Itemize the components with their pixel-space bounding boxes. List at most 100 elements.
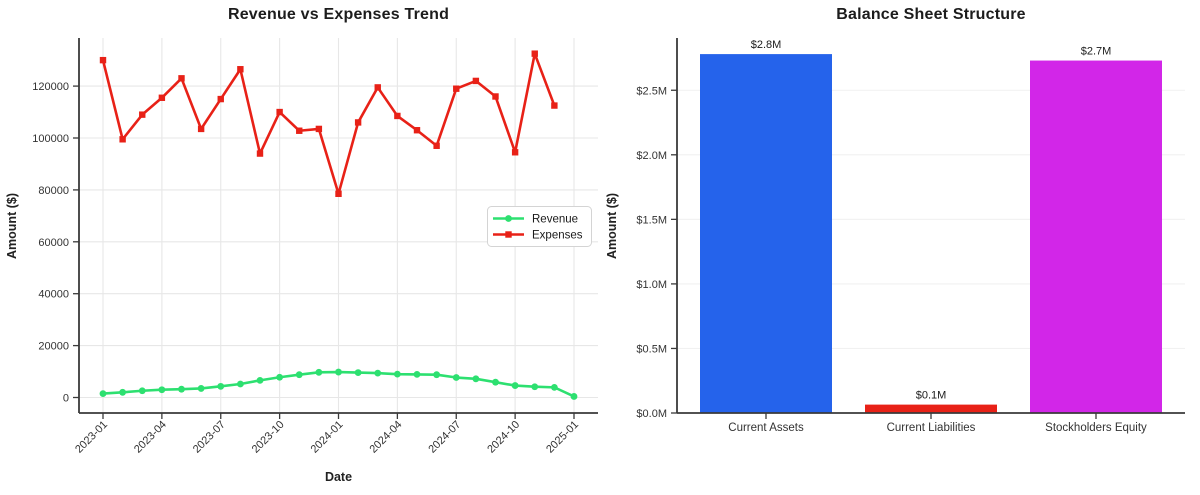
bars: $2.8M $0.1M $2.7M xyxy=(700,39,1162,414)
revenue-expenses-plot: 0 20000 40000 60000 80000 100000 120000 2023-01… xyxy=(32,38,598,456)
revenue-marker xyxy=(452,374,460,381)
legend-sample-marker xyxy=(505,231,512,238)
y-tick-label: $2.5M xyxy=(636,85,667,97)
x-tick-label: 2023-01 xyxy=(73,419,110,456)
x-axis-label-left: Date xyxy=(324,470,353,484)
legend-label: Expenses xyxy=(532,230,583,242)
y-tick-label: 80000 xyxy=(38,185,69,197)
x-tick-label: 2025-01 xyxy=(544,419,581,456)
chart-title-right: Balance Sheet Structure xyxy=(836,6,1026,23)
y-tick-label: 20000 xyxy=(38,341,69,353)
y-tick-label: 40000 xyxy=(38,289,69,301)
revenue-marker xyxy=(295,371,303,379)
bar-current-assets xyxy=(700,54,832,414)
expenses-marker xyxy=(315,125,323,133)
chart-title-left: Revenue vs Expenses Trend xyxy=(227,6,450,23)
revenue-marker xyxy=(335,368,342,376)
y-tick-label: $2.0M xyxy=(636,150,667,162)
revenue-marker xyxy=(511,382,519,389)
revenue-marker xyxy=(315,368,323,376)
expenses-marker xyxy=(531,50,538,57)
bar-current-liabilities xyxy=(865,404,997,413)
expenses-marker xyxy=(492,93,499,100)
bar-value-label: $2.8M xyxy=(751,39,782,51)
x-tick-label: 2024-07 xyxy=(426,419,463,456)
revenue-marker xyxy=(158,386,166,394)
expenses-marker xyxy=(217,95,224,103)
expenses-marker xyxy=(335,190,342,197)
expenses-marker xyxy=(453,85,460,92)
expenses-marker xyxy=(158,94,166,101)
category-label: Stockholders Equity xyxy=(1045,422,1147,434)
expenses-marker xyxy=(374,84,381,91)
y-tick-label: 100000 xyxy=(32,133,69,145)
y-tick-label: $1.0M xyxy=(636,279,667,291)
y-tick-label: $0.5M xyxy=(636,343,667,355)
expenses-marker xyxy=(256,150,264,157)
expenses-marker xyxy=(394,112,401,120)
revenue-series xyxy=(99,368,578,400)
revenue-marker xyxy=(393,370,401,378)
bar-value-label: $0.1M xyxy=(916,390,947,402)
revenue-marker xyxy=(570,393,578,400)
expenses-series xyxy=(99,50,558,197)
expenses-marker xyxy=(276,108,283,116)
revenue-marker xyxy=(433,371,441,379)
expenses-marker xyxy=(354,119,362,126)
expenses-marker xyxy=(296,127,303,134)
expenses-marker xyxy=(551,102,558,109)
revenue-expenses-chart: 0 20000 40000 60000 80000 100000 120000 2023-01… xyxy=(5,6,598,484)
y-tick-label: $0.0M xyxy=(636,408,667,420)
legend-sample-marker xyxy=(505,215,512,222)
x-tick-label: 2023-04 xyxy=(132,419,169,456)
bar-value-label: $2.7M xyxy=(1081,46,1112,58)
bar-stockholders-equity xyxy=(1030,60,1162,413)
expenses-marker xyxy=(433,142,440,149)
revenue-marker xyxy=(119,388,127,396)
revenue-marker xyxy=(99,390,107,398)
x-tick-label: 2023-10 xyxy=(250,419,287,456)
revenue-marker xyxy=(550,383,558,391)
legend-box xyxy=(487,206,592,247)
category-label: Current Assets xyxy=(728,422,804,434)
balance-sheet-chart: $2.8M $0.1M $2.7M $0.0M $0.5M $1.0M $1.5M $2.0M… xyxy=(600,0,1200,495)
legend-label: Revenue xyxy=(532,214,578,226)
y-axis-label-right: Amount ($) xyxy=(605,193,619,259)
revenue-marker xyxy=(256,376,264,384)
revenue-marker xyxy=(197,385,205,392)
revenue-marker xyxy=(492,378,499,386)
revenue-marker xyxy=(354,369,362,376)
revenue-marker xyxy=(472,375,480,383)
expenses-marker xyxy=(237,66,244,73)
revenue-marker xyxy=(138,387,146,395)
balance-sheet-plot: $2.8M $0.1M $2.7M $0.0M $0.5M $1.0M $1.5M $2.0M… xyxy=(636,38,1185,434)
expenses-marker xyxy=(99,56,107,64)
revenue-marker xyxy=(276,373,284,381)
revenue-marker xyxy=(374,369,382,377)
x-tick-label: 2024-01 xyxy=(309,419,346,456)
y-tick-label: 0 xyxy=(63,393,69,405)
x-tick-label: 2024-04 xyxy=(367,419,404,456)
expenses-marker xyxy=(472,77,480,85)
expenses-marker xyxy=(178,75,185,82)
expenses-marker xyxy=(119,136,126,143)
expenses-marker xyxy=(413,127,421,134)
expenses-marker xyxy=(197,125,205,133)
x-tick-label: 2024-10 xyxy=(485,419,522,456)
revenue-marker xyxy=(217,382,225,390)
revenue-marker xyxy=(531,383,539,391)
legend: Revenue Expenses xyxy=(487,206,592,247)
revenue-marker xyxy=(178,385,185,393)
x-tick-label: 2023-07 xyxy=(191,419,228,456)
expenses-marker xyxy=(511,149,519,156)
y-axis-label-left: Amount ($) xyxy=(5,193,19,259)
revenue-marker xyxy=(413,371,421,378)
category-label: Current Liabilities xyxy=(887,422,976,434)
expenses-line xyxy=(101,52,556,196)
y-tick-label: 120000 xyxy=(32,81,69,93)
axes: $0.0M $0.5M $1.0M $1.5M $2.0M $2.5M Current As… xyxy=(636,38,1185,434)
y-tick-label: $1.5M xyxy=(636,214,667,226)
y-tick-label: 60000 xyxy=(38,237,69,249)
revenue-marker xyxy=(236,380,244,388)
